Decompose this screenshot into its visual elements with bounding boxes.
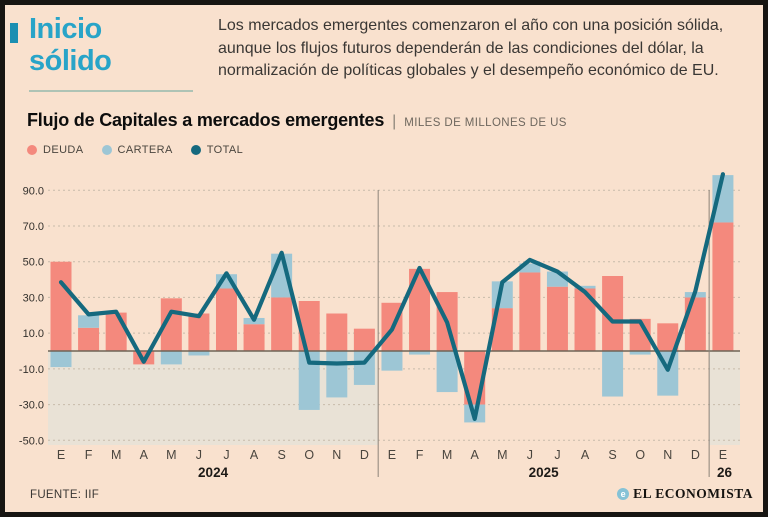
bar-cartera (574, 285, 596, 289)
brand-name: EL ECONOMISTA (633, 486, 753, 501)
bar-deuda (271, 297, 293, 351)
y-tick-label: 10.0 (23, 328, 44, 340)
brand-logo: e EL ECONOMISTA (617, 486, 753, 502)
intro-line: normalización de políticas globales y el… (218, 62, 719, 80)
bar-cartera (602, 351, 624, 397)
bar-deuda (684, 297, 706, 351)
chart-title-row: Flujo de Capitales a mercados emergentes… (27, 110, 567, 131)
y-tick-label: 30.0 (23, 292, 44, 304)
legend: DEUDA CARTERA TOTAL (27, 144, 243, 156)
y-tick-label: 70.0 (23, 221, 44, 233)
bar-deuda (519, 272, 541, 351)
chart-title-separator: | (392, 113, 397, 130)
bar-cartera (188, 351, 210, 356)
intro-text: Los mercados emergentes comenzaron el añ… (218, 15, 758, 83)
month-label: M (166, 448, 176, 462)
y-tick-label: -10.0 (19, 364, 44, 376)
month-label: O (635, 448, 645, 462)
page-title-line1: Inicio (29, 13, 102, 45)
month-label: E (388, 448, 396, 462)
month-label: A (471, 448, 480, 462)
month-label: N (332, 448, 341, 462)
legend-item-cartera: CARTERA (101, 144, 173, 156)
legend-label-cartera: CARTERA (117, 144, 173, 156)
bar-cartera (326, 351, 348, 398)
month-label: N (663, 448, 672, 462)
total-dot-icon (190, 145, 201, 155)
bar-cartera (409, 351, 431, 355)
month-label: D (360, 448, 369, 462)
month-label: J (223, 448, 229, 462)
title-underline (29, 90, 193, 92)
month-label: J (554, 448, 560, 462)
month-label: A (250, 448, 259, 462)
brand-e-icon: e (617, 488, 630, 500)
month-label: F (416, 448, 424, 462)
legend-item-total: TOTAL (190, 144, 244, 156)
bar-deuda (657, 323, 679, 351)
legend-label-total: TOTAL (206, 144, 244, 156)
bar-deuda (712, 222, 734, 351)
bar-cartera (78, 315, 100, 328)
month-label: S (608, 448, 616, 462)
month-label: M (497, 448, 507, 462)
legend-item-deuda: DEUDA (27, 144, 84, 156)
month-label: E (57, 448, 65, 462)
year-label: 26 (717, 465, 733, 480)
month-label: F (85, 448, 93, 462)
bar-deuda (574, 288, 596, 351)
bar-deuda (50, 261, 72, 351)
month-label: J (196, 448, 202, 462)
y-tick-label: -50.0 (19, 435, 44, 447)
month-label: M (111, 448, 121, 462)
month-label: O (304, 448, 314, 462)
cartera-dot-icon (101, 145, 112, 155)
bar-deuda (243, 324, 265, 351)
year-label: 2025 (529, 465, 560, 480)
bar-cartera (712, 175, 734, 223)
month-label: E (719, 448, 727, 462)
y-tick-label: 50.0 (23, 257, 44, 269)
month-label: S (277, 448, 285, 462)
bar-deuda (326, 313, 348, 351)
year-shaded-band (48, 351, 379, 445)
year-label: 2024 (198, 465, 229, 480)
month-label: M (442, 448, 452, 462)
bar-cartera (436, 351, 458, 393)
page-title-line2: sólido (29, 45, 112, 78)
intro-line: Los mercados emergentes comenzaron el añ… (218, 17, 724, 34)
bar-deuda (602, 276, 624, 351)
header-accent-bar (10, 23, 18, 43)
bar-deuda (353, 328, 375, 351)
y-tick-label: -30.0 (19, 400, 44, 412)
bar-deuda (188, 313, 210, 351)
month-label: A (581, 448, 590, 462)
month-label: D (691, 448, 700, 462)
bar-deuda (105, 312, 127, 351)
chart-title: Flujo de Capitales a mercados emergentes (27, 110, 385, 130)
chart-units-subtitle: MILES DE MILLONES DE US (404, 117, 567, 129)
source-note: FUENTE: IIF (30, 489, 100, 501)
bar-cartera (50, 351, 72, 368)
bar-cartera (629, 351, 651, 355)
month-label: J (527, 448, 533, 462)
total-line (58, 172, 726, 421)
y-tick-label: 90.0 (23, 185, 44, 197)
bar-cartera (298, 351, 320, 410)
month-label: A (140, 448, 149, 462)
legend-label-deuda: DEUDA (43, 144, 84, 156)
bar-cartera (519, 263, 541, 273)
bar-deuda (409, 268, 431, 351)
intro-line: aunque los flujos futuros dependerán de … (218, 39, 704, 57)
bar-cartera (381, 351, 403, 371)
deuda-dot-icon (27, 145, 37, 155)
page-title: Inicio sólido (29, 13, 112, 78)
year-shaded-band (709, 351, 740, 445)
bar-deuda (546, 286, 568, 351)
bar-deuda (78, 327, 100, 351)
bar-cartera (160, 351, 182, 365)
bar-deuda (215, 288, 237, 351)
